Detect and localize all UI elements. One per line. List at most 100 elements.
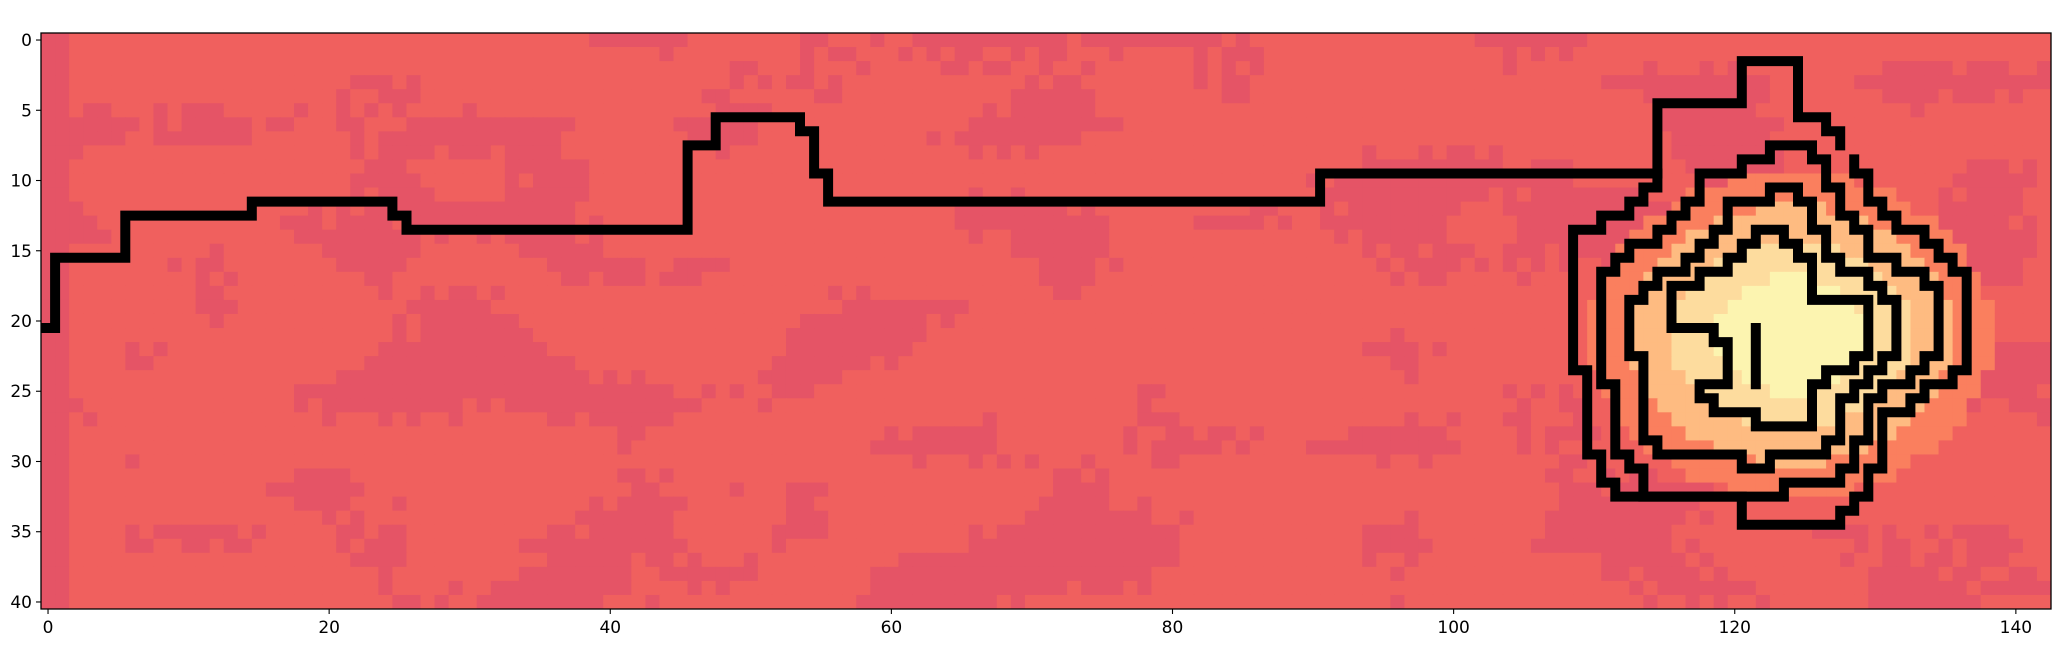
heatmap-cell <box>1601 145 1616 161</box>
heatmap-cell <box>336 496 351 512</box>
heatmap-cell <box>870 89 885 104</box>
heatmap-cell <box>181 398 197 413</box>
heatmap-cell <box>645 468 661 484</box>
heatmap-cell <box>1081 454 1096 470</box>
heatmap-cell <box>209 328 225 343</box>
heatmap-cell <box>336 159 351 175</box>
heatmap-cell <box>1924 61 1940 76</box>
heatmap-cell <box>1193 313 1209 329</box>
heatmap-cell <box>1235 103 1251 118</box>
heatmap-cell <box>1095 454 1110 470</box>
heatmap-cell <box>1095 440 1110 456</box>
heatmap-cell <box>673 89 689 104</box>
heatmap-cell <box>1966 173 1982 189</box>
heatmap-cell <box>1460 496 1476 512</box>
heatmap-cell <box>378 313 393 329</box>
heatmap-cell <box>1418 229 1434 245</box>
heatmap-cell <box>2008 243 2024 259</box>
heatmap-cell <box>125 356 140 371</box>
heatmap-cell <box>181 468 197 484</box>
heatmap-cell <box>1952 33 1968 48</box>
heatmap-cell <box>743 412 759 427</box>
heatmap-cell <box>2008 103 2024 118</box>
heatmap-cell <box>982 47 998 62</box>
heatmap-cell <box>1516 75 1532 90</box>
heatmap-cell <box>940 299 956 315</box>
heatmap-cell <box>729 356 745 371</box>
heatmap-cell <box>1404 440 1420 456</box>
heatmap-cell <box>743 482 759 498</box>
heatmap-cell <box>1390 117 1406 132</box>
heatmap-cell <box>1193 243 1209 259</box>
heatmap-cell <box>392 454 408 470</box>
heatmap-cell <box>982 510 998 526</box>
heatmap-cell <box>1460 412 1476 427</box>
heatmap-cell <box>1376 61 1391 76</box>
heatmap-cell <box>55 103 70 118</box>
heatmap-cell <box>97 33 112 48</box>
heatmap-cell <box>645 342 661 357</box>
heatmap-cell <box>378 61 393 76</box>
heatmap-cell <box>448 313 464 329</box>
heatmap-cell <box>504 299 520 315</box>
heatmap-cell <box>1938 454 1954 470</box>
heatmap-cell <box>1559 103 1574 118</box>
heatmap-cell <box>195 510 211 526</box>
heatmap-cell <box>645 299 661 315</box>
heatmap-cell <box>111 75 126 90</box>
heatmap-cell <box>125 271 140 287</box>
heatmap-cell <box>294 398 309 413</box>
heatmap-cell <box>83 117 98 132</box>
heatmap-cell <box>1306 229 1321 245</box>
heatmap-cell <box>294 159 309 175</box>
heatmap-cell <box>1277 468 1293 484</box>
heatmap-cell <box>237 482 253 498</box>
heatmap-cell <box>1081 370 1096 385</box>
heatmap-cell <box>1010 398 1026 413</box>
heatmap-cell <box>1615 33 1630 48</box>
heatmap-cell <box>1123 496 1138 512</box>
heatmap-cell <box>673 103 689 118</box>
heatmap-cell <box>1095 243 1110 259</box>
heatmap-cell <box>575 342 590 357</box>
heatmap-cell <box>898 243 914 259</box>
heatmap-cell <box>420 257 436 273</box>
heatmap-cell <box>575 328 590 343</box>
heatmap-cell <box>1404 398 1420 413</box>
heatmap-cell <box>153 468 169 484</box>
heatmap-cell <box>55 440 70 456</box>
heatmap-cell <box>251 440 267 456</box>
heatmap-cell <box>1488 412 1504 427</box>
heatmap-cell <box>1769 342 1785 357</box>
heatmap-cell <box>209 173 225 189</box>
heatmap-cell <box>1137 328 1153 343</box>
heatmap-cell <box>139 159 155 175</box>
heatmap-cell <box>785 356 801 371</box>
heatmap-cell <box>336 398 351 413</box>
heatmap-cell <box>1249 356 1265 371</box>
heatmap-cell <box>1277 271 1293 287</box>
heatmap-cell <box>1994 342 2010 357</box>
heatmap-cell <box>1320 412 1335 427</box>
heatmap-cell <box>1095 47 1110 62</box>
heatmap-cell <box>561 384 576 399</box>
heatmap-cell <box>1868 145 1883 161</box>
heatmap-cell <box>1587 243 1602 259</box>
heatmap-cell <box>1966 468 1982 484</box>
heatmap-cell <box>547 440 562 456</box>
heatmap-cell <box>97 468 112 484</box>
heatmap-cell <box>1502 117 1518 132</box>
heatmap-cell <box>1207 313 1223 329</box>
heatmap-cell <box>870 33 885 48</box>
heatmap-cell <box>1502 496 1518 512</box>
heatmap-cell <box>1362 328 1377 343</box>
heatmap-cell <box>1994 243 2010 259</box>
heatmap-cell <box>1980 75 1996 90</box>
heatmap-cell <box>1263 33 1279 48</box>
heatmap-cell <box>575 454 590 470</box>
heatmap-cell <box>631 271 647 287</box>
heatmap-cell <box>2022 201 2038 217</box>
heatmap-cell <box>561 412 576 427</box>
heatmap-cell <box>1010 342 1026 357</box>
heatmap-cell <box>2008 440 2024 456</box>
